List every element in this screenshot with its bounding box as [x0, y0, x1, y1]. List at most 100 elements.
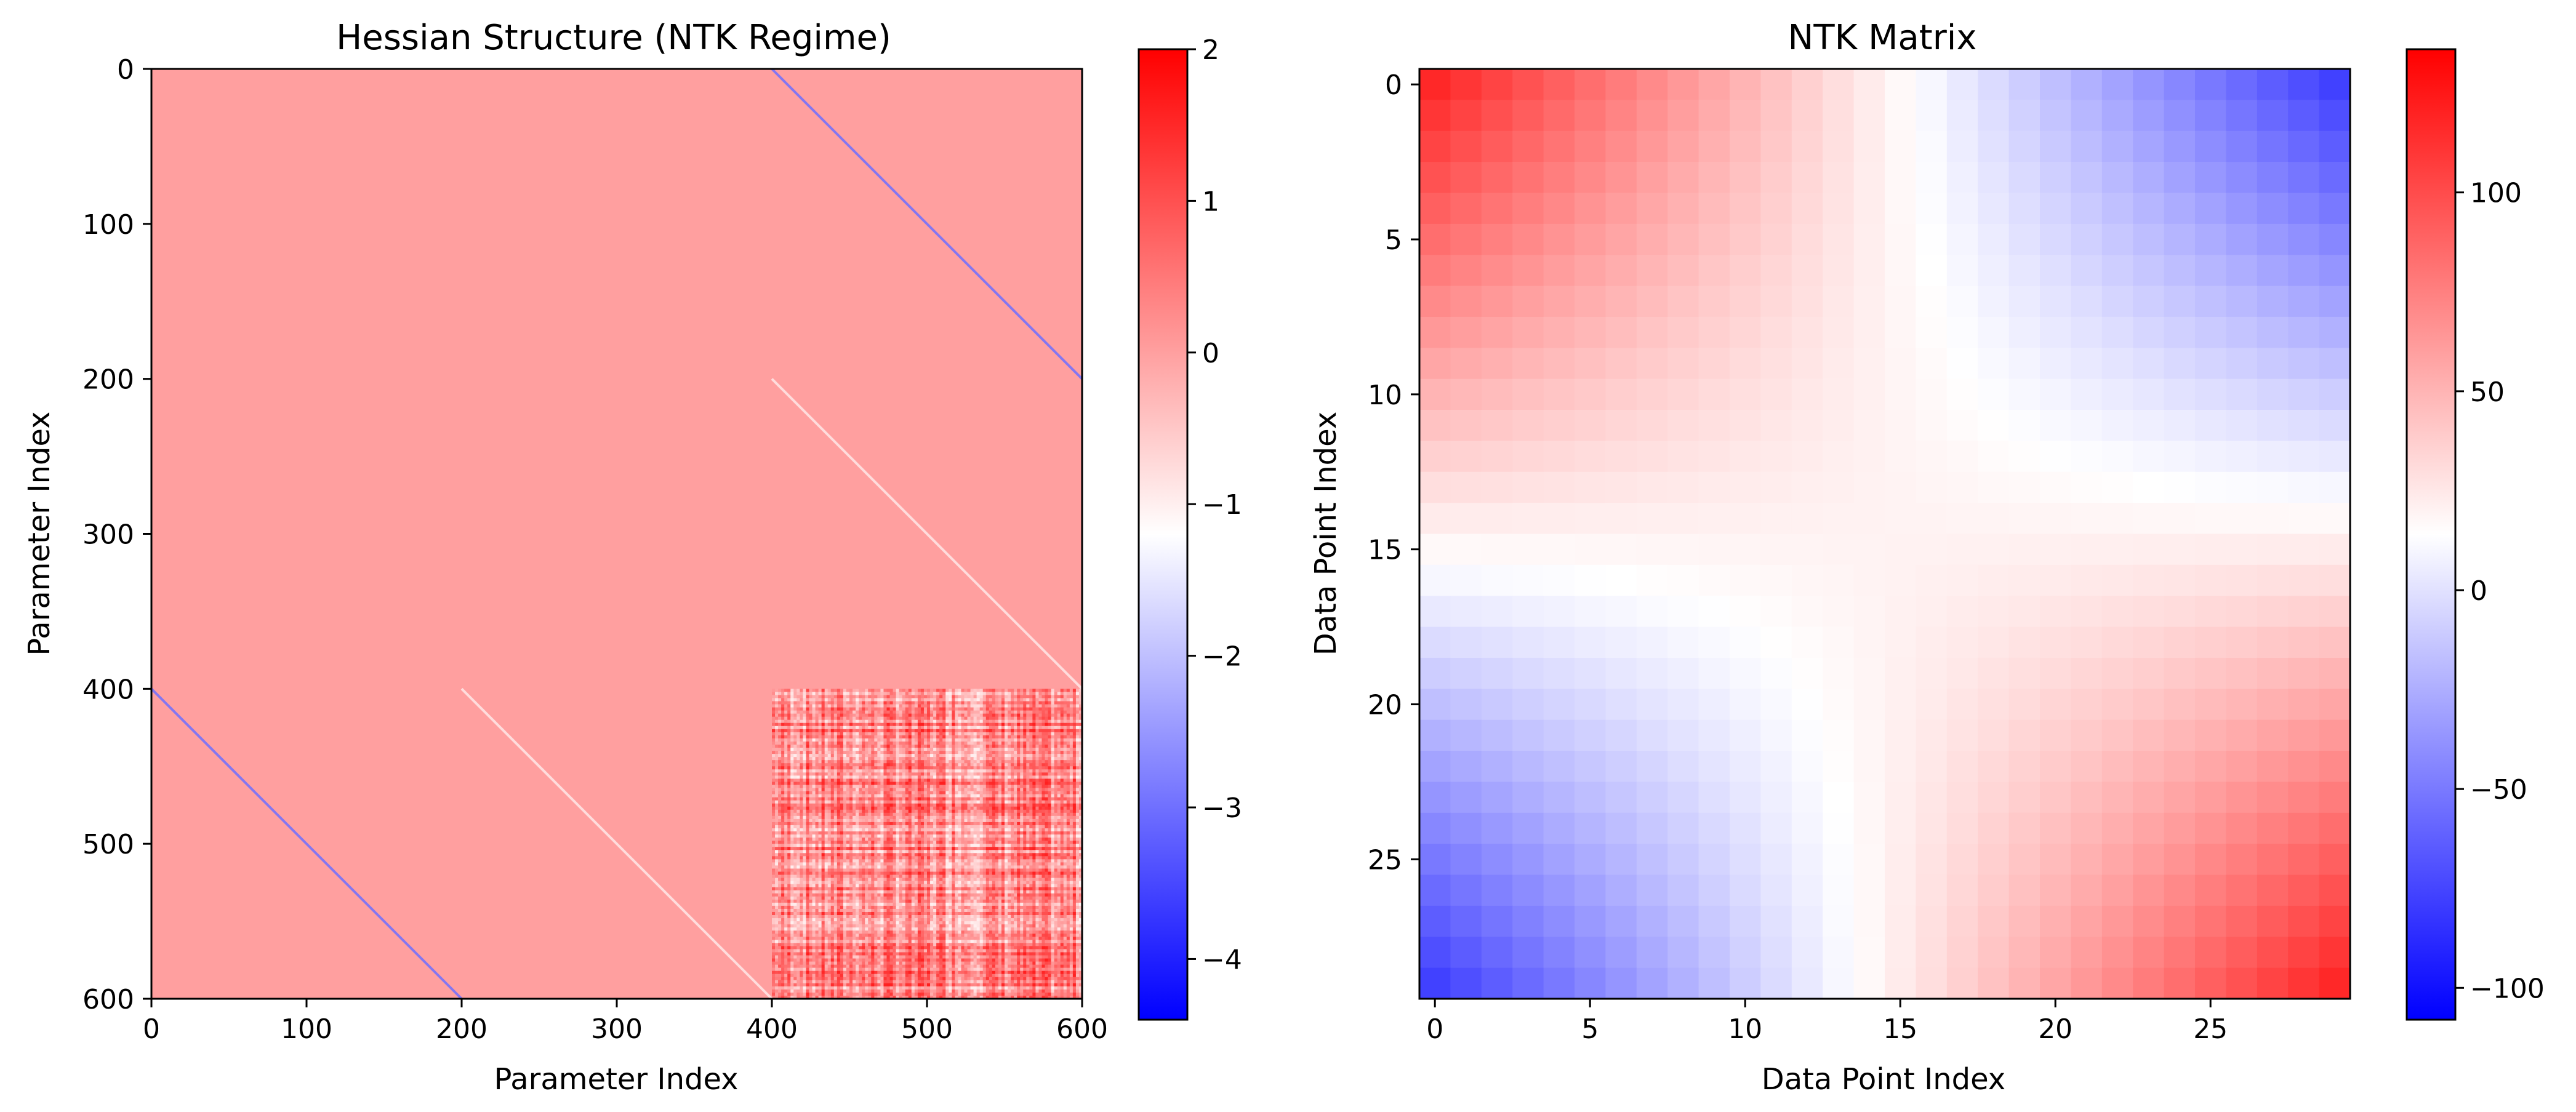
- hessian-block-cell: [1057, 788, 1061, 791]
- hessian-block-cell: [793, 822, 797, 826]
- hessian-block-cell: [920, 735, 925, 739]
- hessian-block-cell: [1051, 732, 1055, 736]
- hessian-block-cell: [821, 719, 825, 724]
- hessian-block-cell: [1054, 722, 1058, 727]
- hessian-block-cell: [899, 744, 903, 748]
- hessian-block-cell: [1060, 701, 1064, 705]
- hessian-block-cell: [1032, 719, 1036, 724]
- hessian-block-cell: [871, 828, 875, 832]
- hessian-block-cell: [961, 825, 965, 829]
- hessian-block-cell: [917, 729, 921, 733]
- hessian-block-cell: [1008, 698, 1011, 702]
- hessian-block-cell: [939, 828, 943, 832]
- hessian-block-cell: [818, 729, 822, 733]
- hessian-block-cell: [942, 698, 946, 702]
- hessian-block-cell: [856, 695, 859, 698]
- hessian-block-cell: [958, 782, 961, 785]
- hessian-block-cell: [862, 772, 865, 776]
- hessian-block-cell: [1011, 831, 1014, 835]
- hessian-block-cell: [967, 707, 971, 711]
- hessian-block-cell: [883, 812, 887, 817]
- hessian-block-cell: [877, 744, 881, 748]
- hessian-block-cell: [772, 689, 776, 692]
- hessian-block-cell: [964, 800, 968, 804]
- hessian-block-cell: [1057, 741, 1061, 745]
- hessian-block-cell: [1069, 757, 1073, 761]
- hessian-block-cell: [982, 763, 987, 767]
- hessian-block-cell: [908, 692, 912, 695]
- hessian-block-cell: [985, 689, 990, 692]
- hessian-block-cell: [945, 785, 949, 788]
- hessian-block-cell: [880, 738, 884, 742]
- hessian-block-cell: [849, 828, 853, 832]
- hessian-block-cell: [1057, 760, 1061, 764]
- hessian-block-cell: [1001, 719, 1005, 724]
- hessian-block-cell: [787, 788, 791, 791]
- hessian-block-cell: [787, 726, 791, 730]
- hessian-block-cell: [790, 716, 794, 721]
- hessian-block-cell: [806, 704, 809, 708]
- hessian-block-cell: [923, 760, 928, 764]
- hessian-block-cell: [896, 726, 900, 730]
- hessian-block-cell: [859, 760, 862, 764]
- hessian-block-cell: [1060, 838, 1064, 841]
- hessian-block-cell: [840, 692, 844, 695]
- hessian-block-cell: [840, 735, 844, 739]
- hessian-block-cell: [800, 838, 803, 841]
- hessian-block-cell: [973, 763, 977, 767]
- hessian-block-cell: [1020, 772, 1024, 776]
- hessian-block-cell: [982, 831, 987, 835]
- hessian-block-cell: [778, 704, 782, 708]
- hessian-block-cell: [958, 744, 961, 748]
- hessian-block-cell: [917, 757, 921, 761]
- hessian-block-cell: [1023, 782, 1027, 785]
- hessian-block-cell: [1014, 757, 1017, 761]
- hessian-block-cell: [936, 825, 940, 829]
- hessian-block-cell: [936, 794, 940, 798]
- hessian-block-cell: [930, 769, 934, 773]
- hessian-block-cell: [899, 825, 903, 829]
- hessian-block-cell: [880, 818, 884, 823]
- hessian-block-cell: [899, 818, 903, 823]
- hessian-block-cell: [902, 729, 906, 733]
- hessian-block-cell: [784, 738, 788, 742]
- hessian-block-cell: [936, 822, 940, 826]
- hessian-block-cell: [843, 695, 847, 698]
- hessian-block-cell: [796, 695, 800, 698]
- hessian-block-cell: [1023, 812, 1027, 817]
- hessian-block-cell: [846, 741, 850, 745]
- hessian-block-cell: [781, 772, 785, 776]
- hessian-block-cell: [979, 785, 984, 788]
- hessian-block-cell: [846, 838, 850, 841]
- hessian-block-cell: [1023, 766, 1027, 770]
- hessian-block-cell: [1023, 841, 1027, 844]
- hessian-block-cell: [917, 766, 921, 770]
- hessian-block-cell: [1075, 825, 1080, 829]
- hessian-block-cell: [784, 812, 788, 817]
- hessian-block-cell: [886, 834, 890, 838]
- hessian-block-cell: [1057, 818, 1061, 823]
- hessian-block-cell: [1020, 729, 1024, 733]
- hessian-block-cell: [905, 741, 909, 745]
- hessian-block-cell: [809, 838, 813, 841]
- hessian-block-cell: [868, 809, 872, 814]
- hessian-block-cell: [1005, 738, 1008, 742]
- hessian-block-cell: [920, 729, 925, 733]
- hessian-block-cell: [775, 812, 779, 817]
- hessian-block-cell: [1014, 828, 1017, 832]
- hessian-block-cell: [920, 719, 925, 724]
- hessian-block-cell: [877, 748, 881, 751]
- hessian-block-cell: [806, 701, 809, 705]
- hessian-block-cell: [833, 692, 838, 695]
- hessian-block-cell: [1008, 741, 1011, 745]
- hessian-block-cell: [1029, 757, 1033, 761]
- hessian-block-cell: [806, 822, 809, 826]
- hessian-block-cell: [796, 729, 800, 733]
- hessian-block-cell: [853, 744, 856, 748]
- hessian-block-cell: [775, 769, 779, 773]
- hessian-block-cell: [812, 794, 816, 798]
- hessian-block-cell: [998, 760, 1002, 764]
- hessian-block-cell: [992, 803, 996, 807]
- hessian-block-cell: [1014, 806, 1017, 810]
- hessian-block-cell: [920, 726, 925, 730]
